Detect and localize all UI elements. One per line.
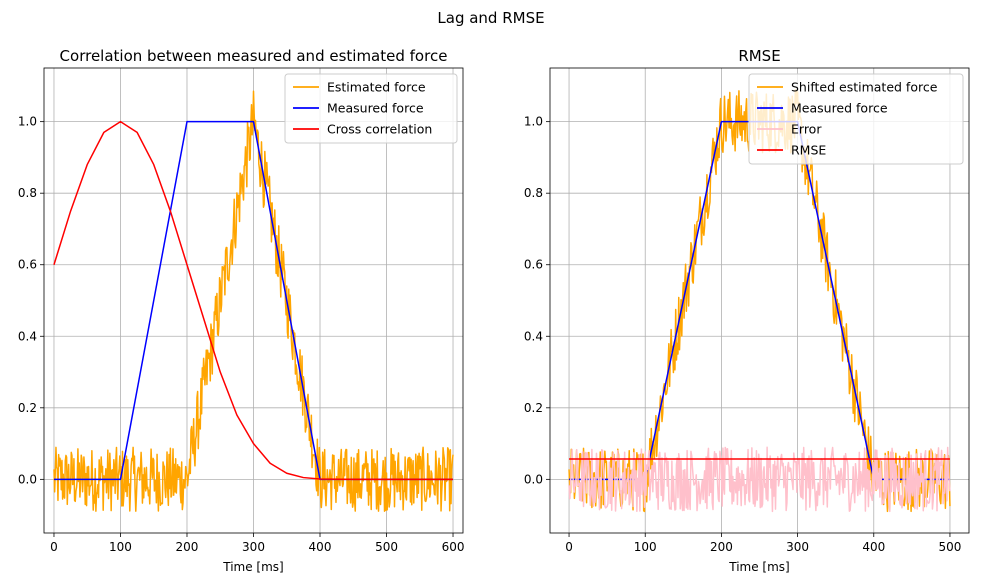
x-tick-label: 500 xyxy=(939,540,962,554)
series-line-0 xyxy=(53,90,454,512)
x-tick-label: 200 xyxy=(176,540,199,554)
y-tick-label: 0.8 xyxy=(18,186,37,200)
right-chart-panel: 0 100 200 300 400 500 0.0 0.2 0.4 0.6 0.8 1.0 RMSE Ti… xyxy=(524,47,970,574)
y-tick-label: 0.6 xyxy=(18,258,37,272)
x-tick-label: 0 xyxy=(565,540,573,554)
y-tick-label: 0.2 xyxy=(18,401,37,415)
x-tick-label: 0 xyxy=(50,540,58,554)
left-chart-panel: 0 100 200 300 400 500 600 0.0 0.2 0.4 0.6 0.8 1.0 Cor… xyxy=(18,47,465,574)
y-tick-label: 0.4 xyxy=(18,329,37,343)
x-tick-label: 100 xyxy=(634,540,657,554)
y-tick-label: 0.0 xyxy=(524,472,543,486)
legend-label: Estimated force xyxy=(327,80,426,95)
legend-label: RMSE xyxy=(791,143,826,158)
y-tick-label: 1.0 xyxy=(524,115,543,129)
x-axis-label: Time [ms] xyxy=(728,560,790,574)
x-tick-label: 200 xyxy=(710,540,733,554)
chart-title: RMSE xyxy=(738,47,780,65)
y-tick-label: 0.6 xyxy=(524,258,543,272)
x-axis-label: Time [ms] xyxy=(222,560,284,574)
x-tick-label: 600 xyxy=(442,540,465,554)
legend-label: Shifted estimated force xyxy=(791,80,938,95)
x-tick-label: 100 xyxy=(109,540,132,554)
x-tick-label: 400 xyxy=(862,540,885,554)
legend-label: Error xyxy=(791,122,822,137)
legend-box xyxy=(284,73,458,144)
x-tick-label: 500 xyxy=(375,540,398,554)
y-tick-label: 0.2 xyxy=(524,401,543,415)
chart-title: Correlation between measured and estimat… xyxy=(60,47,448,65)
legend-label: Measured force xyxy=(791,101,888,116)
y-tick-label: 0.4 xyxy=(524,329,543,343)
figure-title: Lag and RMSE xyxy=(437,9,544,27)
series-line-1 xyxy=(569,120,950,481)
x-tick-label: 400 xyxy=(309,540,332,554)
legend-label: Measured force xyxy=(327,101,424,116)
legend-box xyxy=(748,73,964,165)
series-line-2 xyxy=(53,120,454,481)
y-tick-label: 0.8 xyxy=(524,186,543,200)
x-tick-label: 300 xyxy=(786,540,809,554)
series-line-2 xyxy=(568,446,951,513)
y-tick-label: 1.0 xyxy=(18,115,37,129)
legend-label: Cross correlation xyxy=(327,122,432,137)
y-tick-label: 0.0 xyxy=(18,472,37,486)
axes-frame xyxy=(549,67,970,534)
x-tick-label: 300 xyxy=(242,540,265,554)
